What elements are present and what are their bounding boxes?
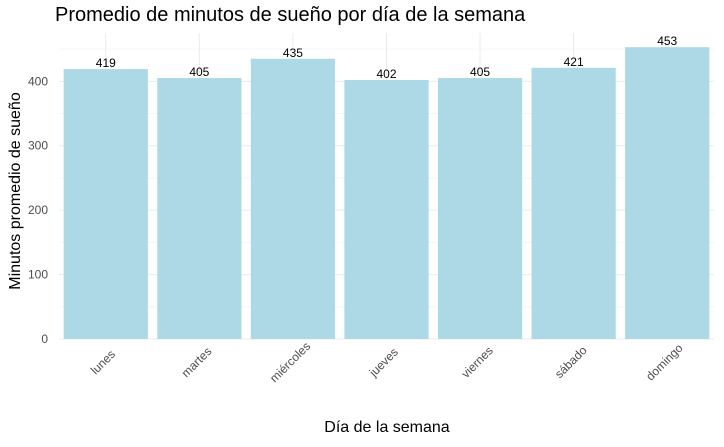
bar-2	[250, 58, 336, 339]
data-label-6: 453	[657, 34, 677, 48]
bar-6	[625, 47, 710, 339]
data-labels: 419 405 435 402 405 421 453	[96, 34, 678, 81]
data-label-4: 405	[470, 65, 490, 79]
data-label-3: 402	[376, 67, 396, 81]
x-tick-label-3: jueves	[366, 345, 401, 380]
data-label-5: 421	[564, 55, 584, 69]
x-axis-ticks: lunes martes miércoles jueves viernes sábado d…	[88, 339, 686, 385]
x-tick-label-5: sábado	[552, 343, 590, 381]
x-tick-label-2: miércoles	[267, 339, 313, 385]
x-tick-label-6: domingo	[643, 341, 686, 384]
y-tick-label-4: 400	[28, 74, 48, 88]
data-label-1: 405	[189, 65, 209, 79]
chart-title: Promedio de minutos de sueño por día de …	[55, 4, 526, 26]
x-axis-label: Día de la semana	[324, 419, 450, 436]
bar-3	[344, 80, 429, 339]
data-label-2: 435	[283, 46, 303, 60]
bars	[63, 47, 710, 340]
bar-4	[437, 78, 523, 340]
y-tick-label-3: 300	[28, 139, 48, 153]
y-axis-ticks: 0 100 200 300 400	[28, 74, 48, 346]
data-label-0: 419	[96, 56, 116, 70]
x-tick-label-4: viernes	[459, 344, 496, 381]
bar-0	[63, 69, 148, 339]
y-axis-label: Minutos promedio de sueño	[7, 92, 24, 290]
x-tick-label-0: lunes	[88, 347, 118, 377]
bar-1	[157, 78, 242, 340]
bar-5	[531, 67, 616, 340]
x-tick-label-1: martes	[179, 344, 215, 380]
y-tick-label-0: 0	[41, 332, 48, 346]
y-tick-label-2: 200	[28, 203, 48, 217]
y-tick-label-1: 100	[28, 268, 48, 282]
